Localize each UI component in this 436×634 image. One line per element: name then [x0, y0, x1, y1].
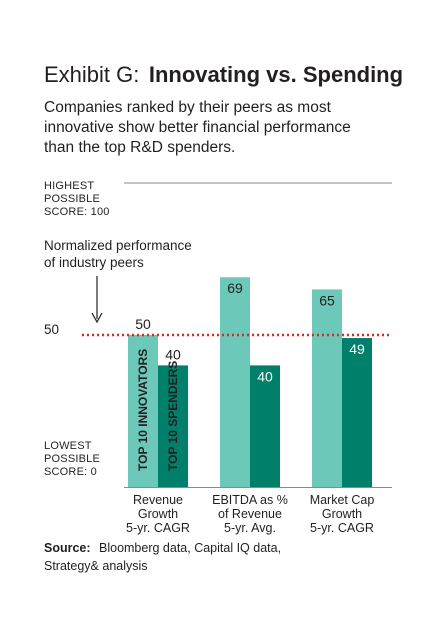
- value-label-innovators-0: 50: [135, 316, 151, 332]
- category-label-2-2: 5-yr. CAGR: [310, 521, 374, 535]
- category-label-2-0: Market Cap: [310, 493, 375, 507]
- subtitle-line-2: innovative show better financial perform…: [44, 119, 351, 136]
- subtitle-line-1: Companies ranked by their peers as most: [44, 99, 332, 116]
- subtitle-line-3: than the top R&D spenders.: [44, 139, 235, 156]
- value-label-innovators-2: 65: [319, 292, 335, 308]
- category-label-2-1: Growth: [322, 507, 362, 521]
- reference-value-label: 50: [44, 322, 59, 337]
- bar-innovators-0: [128, 335, 158, 487]
- lowest-label-2: POSSIBLE: [44, 453, 100, 465]
- bar-innovators-1: [220, 277, 250, 487]
- reference-note-1: Normalized performance: [44, 238, 192, 253]
- down-arrow-icon: [91, 276, 103, 324]
- series-label-innovators: TOP 10 INNOVATORS: [136, 349, 150, 471]
- lowest-label-3: SCORE: 0: [44, 466, 97, 478]
- title-prefix: Exhibit G:: [44, 62, 139, 87]
- source-line-1: Source: Bloomberg data, Capital IQ data,: [44, 539, 281, 556]
- value-label-innovators-1: 69: [227, 280, 243, 296]
- value-label-spenders-2: 49: [349, 341, 365, 357]
- bar-spenders-0: [158, 365, 188, 487]
- highest-label-1: HIGHEST: [44, 180, 94, 192]
- source-line-2: Strategy& analysis: [44, 559, 148, 573]
- lowest-label-1: LOWEST: [44, 440, 92, 452]
- category-label-0-1: Growth: [138, 507, 178, 521]
- value-label-spenders-1: 40: [257, 368, 273, 384]
- highest-label-2: POSSIBLE: [44, 193, 100, 205]
- bar-spenders-2: [342, 338, 372, 487]
- category-label-1-0: EBITDA as %: [212, 493, 288, 507]
- series-label-spenders: TOP 10 SPENDERS: [166, 361, 180, 471]
- source-label: Source:: [44, 541, 91, 555]
- reference-note-2: of industry peers: [44, 255, 144, 270]
- category-label-0-0: Revenue: [133, 493, 183, 507]
- value-label-spenders-0: 40: [165, 346, 181, 362]
- bar-innovators-2: [312, 289, 342, 487]
- category-label-1-2: 5-yr. Avg.: [224, 521, 276, 535]
- source-text-1: Bloomberg data, Capital IQ data,: [99, 541, 281, 555]
- category-label-0-2: 5-yr. CAGR: [126, 521, 190, 535]
- chart-title: Exhibit G: Innovating vs. Spending: [44, 62, 403, 87]
- title-main: Innovating vs. Spending: [149, 62, 403, 87]
- bar-spenders-1: [250, 365, 280, 487]
- category-label-1-1: of Revenue: [218, 507, 282, 521]
- highest-label-3: SCORE: 100: [44, 206, 110, 218]
